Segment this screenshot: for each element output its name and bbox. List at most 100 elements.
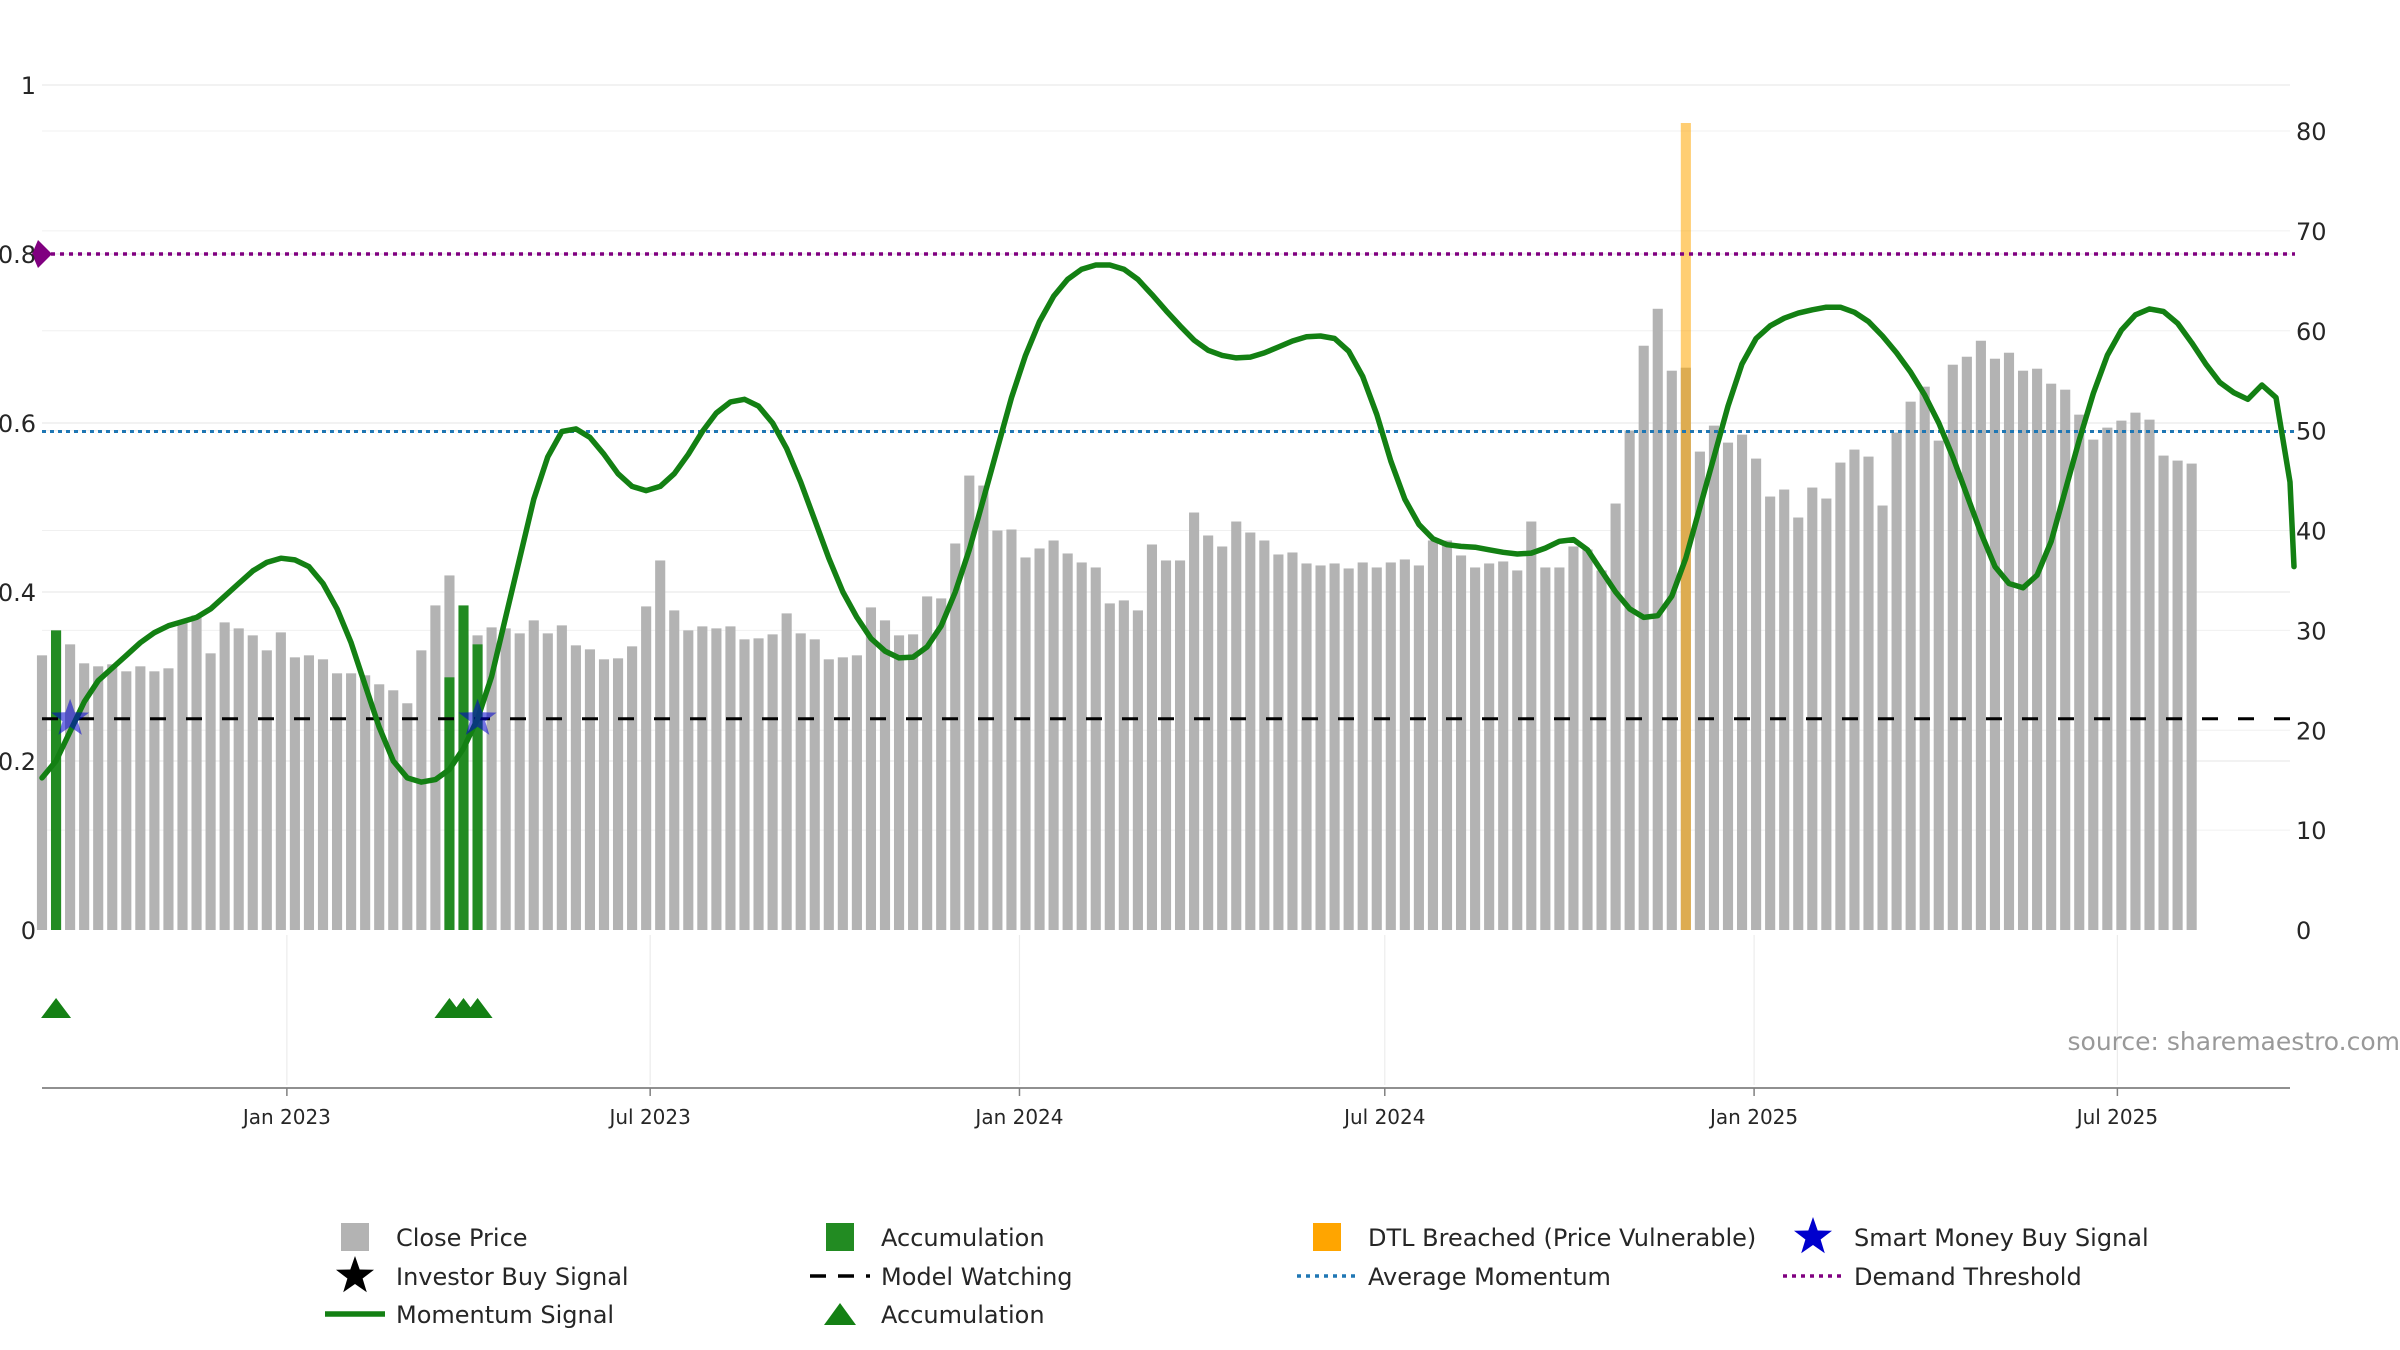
- legend-label: Smart Money Buy Signal: [1854, 1224, 2149, 1252]
- close-price-bar: [1385, 562, 1396, 930]
- close-price-bar: [93, 666, 104, 930]
- close-price-bar: [837, 657, 848, 930]
- dtl-breached-bar: [1680, 123, 1691, 930]
- close-price-bar: [1048, 540, 1059, 930]
- legend-label: Momentum Signal: [396, 1301, 614, 1329]
- source-label: source: sharemaestro.com: [2068, 1027, 2400, 1056]
- right-tick-label: 80: [2296, 118, 2327, 146]
- close-price-bar: [1624, 430, 1635, 930]
- close-price-bar: [1568, 546, 1579, 930]
- legend-item: Demand Threshold: [1783, 1263, 2082, 1291]
- close-price-bar: [2088, 439, 2099, 930]
- close-price-bar: [388, 690, 399, 930]
- close-price-bar: [1315, 565, 1326, 930]
- legend-item: DTL Breached (Price Vulnerable): [1313, 1223, 1756, 1252]
- close-price-bar: [697, 626, 708, 930]
- close-price-bar: [191, 615, 202, 930]
- legend-marker-star: [1794, 1217, 1832, 1254]
- close-price-bar: [1582, 549, 1593, 930]
- accumulation-triangle: [41, 998, 72, 1018]
- close-price-bar: [1512, 570, 1523, 930]
- right-tick-label: 60: [2296, 318, 2327, 346]
- legend-marker-star: [336, 1256, 374, 1293]
- close-price-bar: [1090, 567, 1101, 930]
- close-price-bar: [2017, 370, 2029, 930]
- close-price-bar: [1736, 434, 1748, 930]
- legend-item: Investor Buy Signal: [336, 1256, 629, 1293]
- accumulation-bar: [50, 630, 62, 930]
- close-price-bar: [2074, 414, 2085, 930]
- left-tick-label: 0.4: [0, 579, 36, 607]
- close-price-bar: [655, 560, 666, 930]
- close-price-bar: [711, 628, 722, 930]
- close-price-bar: [1413, 565, 1424, 930]
- signal-markers: [41, 698, 497, 1018]
- close-price-bar: [893, 635, 905, 930]
- close-price-bar: [865, 607, 877, 930]
- close-price-bar: [346, 673, 357, 930]
- x-tick-label: Jul 2024: [1342, 1105, 1425, 1129]
- close-price-bar: [1793, 517, 1804, 930]
- close-price-bar: [1062, 553, 1073, 930]
- right-tick-label: 20: [2296, 717, 2327, 745]
- close-price-bar: [1694, 451, 1705, 930]
- close-price-bar: [879, 620, 891, 930]
- close-price-bar: [851, 655, 862, 930]
- close-price-bar: [1961, 356, 1972, 930]
- close-price-bar: [135, 666, 146, 930]
- reference-lines: [32, 240, 2295, 721]
- close-price-bar: [795, 633, 806, 930]
- close-price-bar: [992, 530, 1003, 930]
- close-price-bar: [1722, 442, 1734, 930]
- right-tick-label: 0: [2296, 917, 2311, 945]
- close-price-bar: [2130, 412, 2141, 931]
- close-price-bar: [1006, 529, 1017, 930]
- close-price-bar: [65, 644, 76, 930]
- smart-money-star: [458, 698, 497, 735]
- close-price-bar: [121, 671, 132, 930]
- close-price-bar: [1076, 562, 1087, 930]
- close-price-bar: [177, 621, 188, 930]
- close-price-bar: [1666, 370, 1677, 930]
- close-price-bar: [1301, 563, 1312, 930]
- right-tick-label: 50: [2296, 418, 2327, 446]
- close-price-bar: [317, 659, 329, 930]
- close-price-bar: [331, 673, 343, 930]
- legend-item: Accumulation: [826, 1223, 1045, 1252]
- close-price-bar: [1132, 610, 1143, 930]
- close-price-bar: [739, 639, 750, 930]
- close-price-bar: [1455, 555, 1467, 930]
- close-price-bar: [1371, 567, 1382, 930]
- close-price-bar: [908, 634, 919, 930]
- close-price-bar: [1526, 521, 1537, 930]
- close-price-bars: [36, 308, 2197, 931]
- legend-label: Accumulation: [881, 1301, 1045, 1329]
- close-price-bar: [2186, 463, 2197, 930]
- close-price-bar: [1484, 563, 1495, 930]
- legend-item: Close Price: [341, 1223, 528, 1252]
- close-price-bar: [149, 671, 160, 930]
- close-price-bar: [1189, 512, 1200, 930]
- close-price-bar: [922, 596, 933, 930]
- close-price-bar: [627, 646, 638, 930]
- legend-label: Accumulation: [881, 1224, 1045, 1252]
- close-price-bar: [1273, 554, 1284, 930]
- close-price-bar: [1259, 540, 1270, 930]
- close-price-bar: [1020, 557, 1031, 930]
- close-price-bar: [964, 475, 975, 930]
- legend-label: Model Watching: [881, 1263, 1073, 1291]
- close-price-bar: [1217, 546, 1228, 930]
- close-price-bar: [79, 663, 90, 930]
- close-price-bar: [1329, 563, 1340, 930]
- close-price-bar: [781, 613, 792, 930]
- right-axis-ticks: 0 10 20 30 40 50 60 70 80: [2296, 118, 2327, 945]
- close-price-bar: [1652, 308, 1663, 931]
- close-price-bar: [1596, 570, 1607, 930]
- close-price-bar: [2032, 368, 2043, 930]
- close-price-bar: [1849, 449, 1860, 930]
- legend-marker-square: [1313, 1223, 1341, 1251]
- close-price-bar: [598, 659, 610, 930]
- close-price-bar: [374, 684, 385, 930]
- close-price-bar: [233, 628, 244, 930]
- close-price-bar: [1919, 386, 1930, 930]
